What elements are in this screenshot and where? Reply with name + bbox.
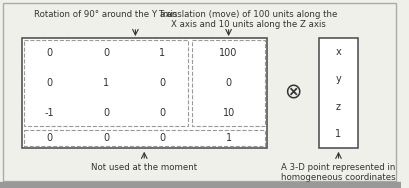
- Text: Rotation of 90° around the Y axis: Rotation of 90° around the Y axis: [34, 10, 178, 19]
- Text: 0: 0: [225, 78, 231, 88]
- Text: 10: 10: [222, 108, 235, 118]
- Text: 0: 0: [47, 78, 53, 88]
- Text: 0: 0: [103, 108, 109, 118]
- Text: 0: 0: [103, 48, 109, 58]
- Text: 1: 1: [103, 78, 109, 88]
- Text: z: z: [336, 102, 341, 112]
- FancyBboxPatch shape: [3, 3, 396, 181]
- Bar: [0, 182, 401, 188]
- Text: Not used at the moment: Not used at the moment: [91, 163, 197, 172]
- Text: 1: 1: [225, 133, 231, 143]
- Bar: [22, 38, 267, 148]
- Text: 0: 0: [159, 108, 165, 118]
- Text: 1: 1: [159, 48, 165, 58]
- Text: ⊗: ⊗: [284, 83, 301, 103]
- Text: 0: 0: [159, 78, 165, 88]
- Text: y: y: [336, 74, 342, 84]
- Text: 0: 0: [47, 133, 53, 143]
- Text: 100: 100: [219, 48, 238, 58]
- Text: x: x: [336, 47, 342, 57]
- Bar: [319, 38, 358, 148]
- Text: A 3-D point represented in
homogeneous coordinates: A 3-D point represented in homogeneous c…: [281, 163, 396, 182]
- Text: -1: -1: [45, 108, 54, 118]
- Text: 1: 1: [335, 129, 342, 139]
- Text: 0: 0: [103, 133, 109, 143]
- Text: Translation (move) of 100 units along the
X axis and 10 units along the Z axis: Translation (move) of 100 units along th…: [159, 10, 337, 29]
- Text: 0: 0: [47, 48, 53, 58]
- Text: 0: 0: [159, 133, 165, 143]
